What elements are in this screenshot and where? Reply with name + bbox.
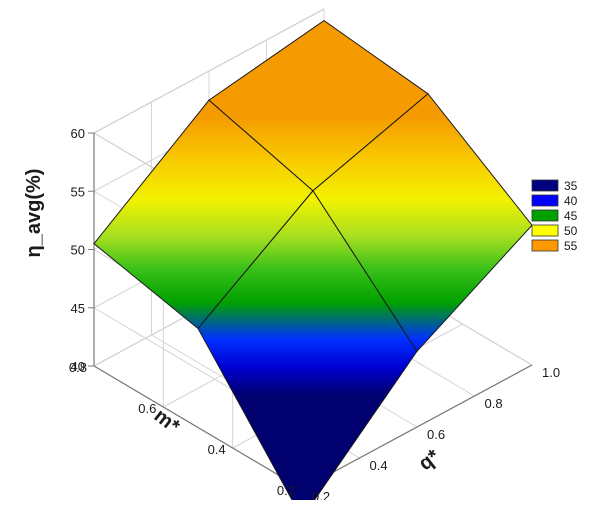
z-tick-label: 50: [71, 243, 85, 258]
z-axis-title: η_avg(%): [23, 169, 45, 258]
surface-patch: [312, 93, 533, 353]
y-tick-label: 0.2: [312, 489, 330, 500]
y-tick-label: 1.0: [542, 365, 560, 380]
legend-label: 45: [564, 209, 578, 223]
legend-swatch: [531, 224, 559, 237]
y-tick-label: 0.6: [427, 427, 445, 442]
z-tick-label: 45: [71, 301, 85, 316]
surface: [93, 20, 533, 505]
axis-q-edge: [301, 364, 533, 490]
z-tick-label: 60: [71, 126, 85, 141]
z-tick-label: 55: [71, 184, 85, 199]
x-tick-label: 0.8: [69, 360, 87, 375]
legend-swatch: [531, 179, 559, 192]
legend-label: 35: [564, 179, 578, 193]
legend-swatch: [531, 194, 559, 207]
legend-label: 55: [564, 239, 578, 253]
y-tick-label: 0.4: [370, 458, 388, 473]
legend-label: 50: [564, 224, 578, 238]
x-tick-label: 0.4: [208, 442, 226, 457]
legend-swatch: [531, 239, 559, 252]
x-tick-label: 0.2: [277, 483, 295, 498]
x-tick-label: 0.6: [138, 401, 156, 416]
y-tick-label: 0.8: [485, 396, 503, 411]
z-tick-label: 40: [71, 359, 85, 374]
legend-label: 40: [564, 194, 578, 208]
y-axis-title: q*: [415, 445, 444, 475]
legend-swatch: [531, 209, 559, 222]
axis-m-edge: [93, 365, 303, 490]
